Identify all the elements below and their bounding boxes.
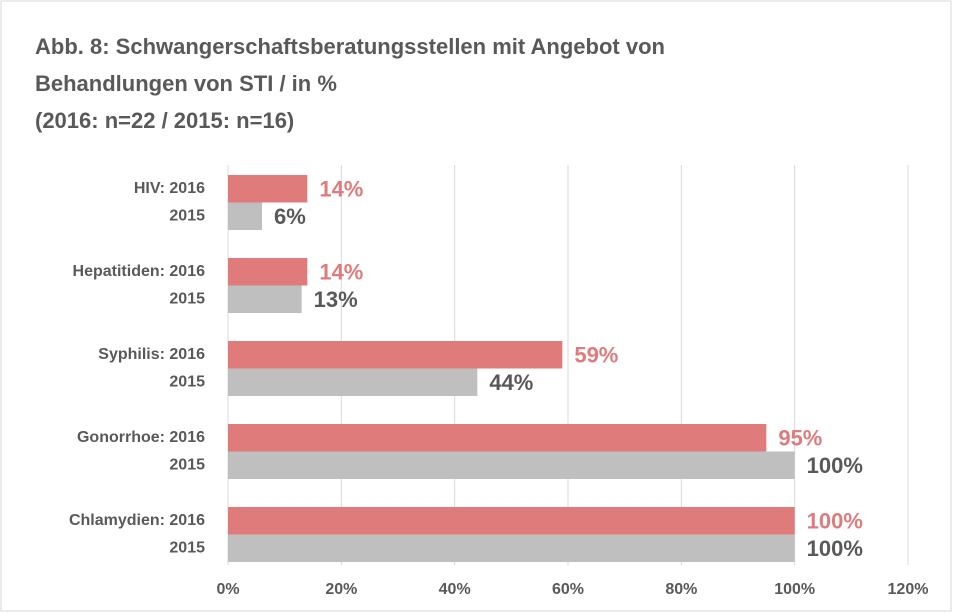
bar	[228, 175, 308, 203]
category-label: 2015	[169, 456, 205, 473]
bar	[228, 202, 262, 230]
category-label: Hepatitiden: 2016	[73, 263, 206, 280]
bar	[228, 285, 302, 313]
x-tick-label: 80%	[665, 581, 697, 598]
x-tick-label: 20%	[325, 581, 357, 598]
bar	[228, 534, 795, 562]
category-label: Syphilis: 2016	[98, 346, 205, 363]
value-label: 59%	[574, 343, 618, 368]
value-label: 100%	[807, 536, 863, 561]
category-label: 2015	[169, 207, 205, 224]
value-label: 100%	[807, 453, 863, 478]
value-label: 44%	[489, 370, 533, 395]
value-label: 100%	[807, 509, 863, 534]
category-label: 2015	[169, 539, 205, 556]
x-tick-label: 60%	[552, 581, 584, 598]
category-label: 2015	[169, 290, 205, 307]
value-label: 14%	[319, 260, 363, 285]
x-tick-label: 100%	[774, 581, 815, 598]
value-label: 13%	[314, 287, 358, 312]
chart-title: (2016: n=22 / 2015: n=16)	[35, 108, 294, 133]
bar	[228, 451, 795, 479]
value-label: 6%	[274, 204, 306, 229]
x-tick-label: 0%	[216, 581, 239, 598]
bar	[228, 368, 478, 396]
bar	[228, 258, 308, 286]
chart-title: Behandlungen von STI / in %	[35, 71, 337, 96]
value-label: 95%	[778, 426, 822, 451]
bar	[228, 424, 767, 452]
x-tick-label: 120%	[888, 581, 929, 598]
x-tick-label: 40%	[439, 581, 471, 598]
bar	[228, 507, 795, 535]
category-label: Chlamydien: 2016	[69, 512, 205, 529]
chart-title: Abb. 8: Schwangerschaftsberatungsstellen…	[35, 34, 665, 59]
category-label: 2015	[169, 373, 205, 390]
category-label: Gonorrhoe: 2016	[77, 429, 205, 446]
bar	[228, 341, 563, 369]
value-label: 14%	[319, 177, 363, 202]
category-label: HIV: 2016	[134, 180, 205, 197]
